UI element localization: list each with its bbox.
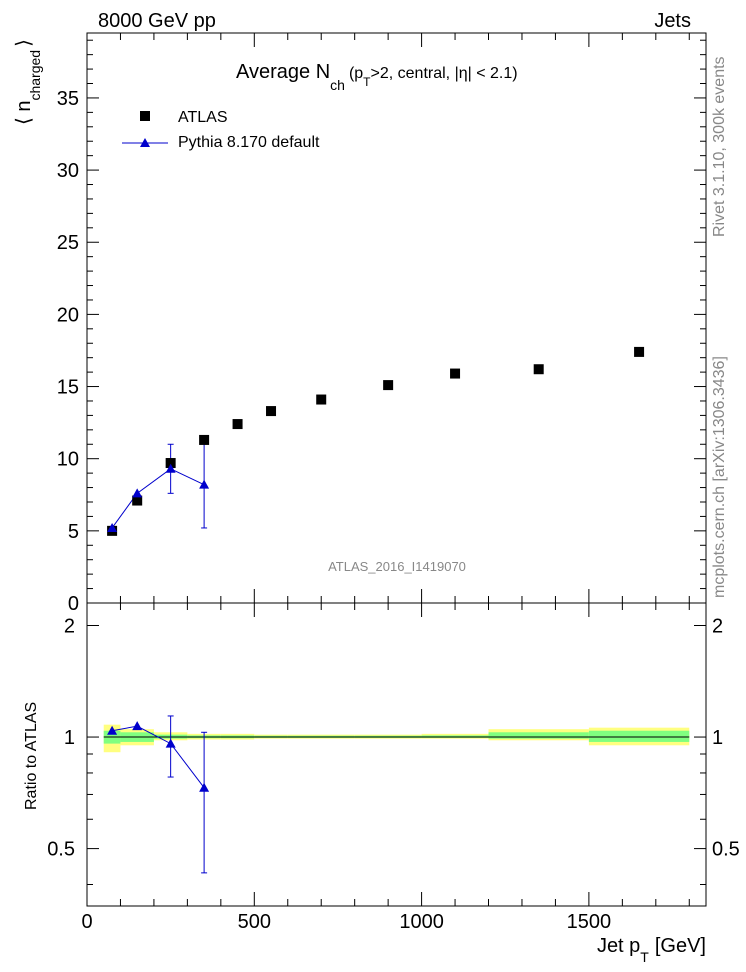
main-x-ticks [86, 33, 690, 603]
y-tick-label: 0 [68, 593, 79, 615]
pythia-point [199, 479, 210, 489]
ratio-y-ticks: 0.5 0.5 1 1 2 2 [47, 615, 740, 886]
x-tick-label: 500 [238, 911, 271, 933]
legend-pythia-marker [140, 138, 150, 147]
atlas-point [199, 434, 210, 445]
main-data-marks [107, 346, 645, 536]
x-tick-label: 1000 [399, 911, 444, 933]
atlas-point [232, 419, 243, 430]
band-inner [588, 730, 690, 742]
analysis-watermark: ATLAS_2016_I1419070 [328, 559, 466, 574]
pythia-line [111, 468, 205, 529]
legend-atlas-label: ATLAS [178, 109, 228, 126]
y-tick-label: 5 [68, 521, 79, 543]
header-left: 8000 GeV pp [98, 10, 216, 32]
rivet-label: Rivet 3.1.10, 300k events [711, 56, 728, 237]
band-inner [488, 732, 589, 739]
ratio-uncertainty-bands [103, 724, 690, 753]
ratio-pythia-line [112, 725, 205, 788]
atlas-point [634, 346, 645, 357]
pythia-point [165, 463, 176, 473]
y-tick-label: 35 [57, 88, 79, 110]
ratio-y-tick-label: 1 [64, 727, 75, 749]
y-tick-label: 15 [57, 377, 79, 399]
x-tick-label: 1500 [567, 911, 612, 933]
ratio-data-marks [107, 715, 210, 874]
ratio-y-tick-label: 0.5 [47, 839, 75, 861]
legend-pythia-label: Pythia 8.170 default [178, 134, 320, 151]
header-right: Jets [654, 10, 691, 32]
main-panel: 0 5 10 15 20 25 30 35 Average Nch(pT>2, central… [13, 32, 707, 615]
ratio-x-ticks: 0 500 1000 1500 [81, 603, 690, 933]
atlas-point [316, 394, 327, 405]
main-title: Average Nch(pT>2, central, |η| < 2.1) [236, 61, 518, 93]
y-tick-label: 25 [57, 232, 79, 254]
x-tick-label: 0 [81, 911, 92, 933]
y-tick-label: 10 [57, 449, 79, 471]
mcplots-label: mcplots.cern.ch [arXiv:1306.3436] [711, 356, 728, 598]
ratio-y-label: Ratio to ATLAS [23, 702, 40, 810]
ratio-frame [86, 602, 707, 907]
pythia-point [132, 488, 143, 498]
atlas-point [383, 380, 394, 391]
ratio-pythia-point [107, 725, 118, 735]
atlas-point [533, 364, 544, 375]
ratio-y-tick-label-right: 2 [712, 615, 723, 637]
y-tick-label: 30 [57, 160, 79, 182]
main-y-label: ⟨ ncharged⟩ [13, 39, 43, 125]
ratio-y-tick-label-right: 1 [712, 727, 723, 749]
atlas-point [450, 368, 461, 379]
ratio-pythia-point [165, 738, 176, 748]
legend-atlas-marker [140, 111, 150, 121]
main-y-ticks: 0 5 10 15 20 25 30 35 [57, 39, 706, 615]
ratio-panel: 0.5 0.5 1 1 2 2 0 500 1000 1500 Ratio to ATLAS J… [23, 602, 740, 965]
legend: ATLAS Pythia 8.170 default [122, 109, 320, 151]
ratio-y-tick-label: 2 [64, 615, 75, 637]
ratio-pythia-point [132, 721, 143, 731]
pythia-point [107, 522, 118, 532]
ratio-pythia-point [199, 782, 210, 792]
x-axis-label: Jet pT [GeV] [597, 935, 706, 965]
ratio-y-tick-label-right: 0.5 [712, 839, 740, 861]
atlas-point [132, 495, 143, 506]
y-tick-label: 20 [57, 304, 79, 326]
atlas-point [165, 458, 176, 469]
atlas-point [266, 406, 277, 417]
